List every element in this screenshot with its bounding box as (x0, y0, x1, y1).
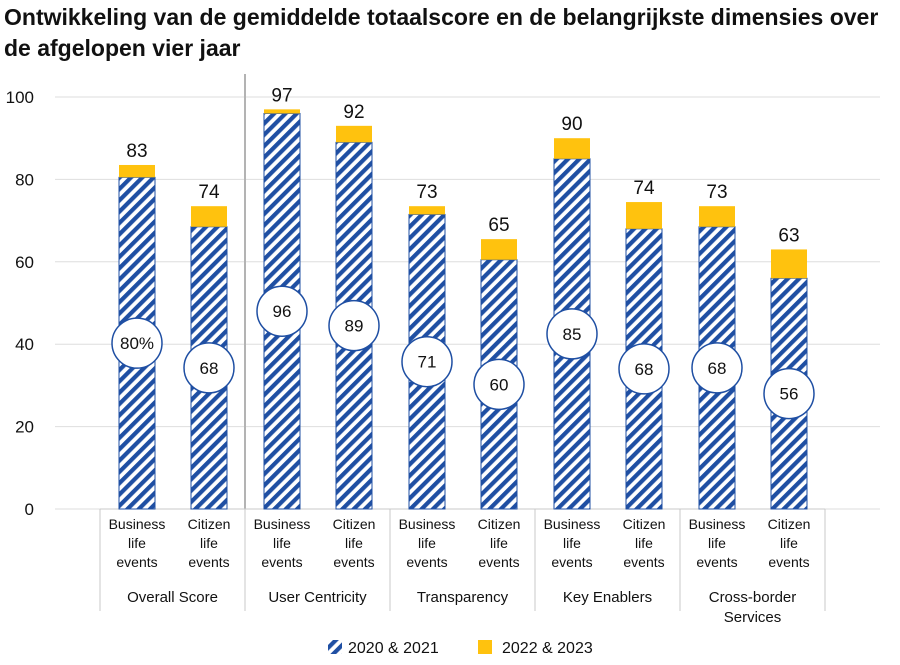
x-category-label: life (780, 535, 798, 551)
x-category-label: Business (109, 516, 166, 532)
base-value-badge (691, 342, 743, 394)
base-value-label: 85 (563, 325, 582, 344)
x-category-label: life (200, 535, 218, 551)
bar-2022-2023 (409, 206, 445, 215)
y-tick-label: 80 (15, 170, 34, 189)
y-tick-label: 20 (15, 418, 34, 437)
x-category-label: Citizen (188, 516, 231, 532)
x-group-label: Services (724, 609, 782, 626)
bar-2022-2023 (771, 249, 807, 279)
total-value-label: 74 (198, 182, 220, 203)
total-value-label: 92 (343, 102, 364, 123)
total-value-label: 63 (778, 225, 799, 246)
base-value-label: 68 (635, 360, 654, 379)
x-category-label: Citizen (478, 516, 521, 532)
legend-label-2022-2023: 2022 & 2023 (502, 640, 593, 657)
bar-2022-2023 (554, 138, 590, 159)
base-value-badge (546, 308, 598, 360)
x-category-label: events (406, 554, 447, 570)
base-value-badge (473, 358, 525, 411)
total-value-label: 73 (416, 182, 437, 203)
total-value-label: 83 (126, 141, 147, 162)
total-value-label: 73 (706, 182, 727, 203)
x-group-label: User Centricity (268, 589, 367, 606)
x-category-label: life (345, 535, 363, 551)
x-category-label: life (490, 535, 508, 551)
base-value-badge (328, 299, 380, 352)
legend-swatch-2022-2023 (478, 640, 492, 654)
bar-2022-2023 (481, 239, 517, 260)
base-value-label: 89 (345, 317, 364, 336)
total-value-label: 65 (488, 215, 509, 236)
base-value-label: 60 (490, 375, 509, 394)
x-category-label: events (768, 554, 809, 570)
total-value-label: 74 (633, 178, 655, 199)
x-category-label: events (261, 554, 302, 570)
x-category-label: Business (689, 516, 746, 532)
base-value-label: 96 (273, 302, 292, 321)
bar-2022-2023 (626, 202, 662, 229)
chart-title: Ontwikkeling van de gemiddelde totaalsco… (4, 4, 879, 61)
x-group-label: Overall Score (127, 589, 218, 606)
x-category-label: life (635, 535, 653, 551)
bar-2022-2023 (191, 206, 227, 227)
x-category-label: Citizen (333, 516, 376, 532)
y-tick-label: 0 (25, 500, 34, 519)
base-value-badge (183, 342, 235, 394)
x-category-label: Business (544, 516, 601, 532)
x-category-label: Citizen (623, 516, 666, 532)
x-category-label: life (708, 535, 726, 551)
base-value-badge (763, 367, 815, 420)
bar-2022-2023 (264, 109, 300, 114)
x-category-label: events (116, 554, 157, 570)
x-category-label: events (478, 554, 519, 570)
base-value-badge (256, 285, 308, 337)
x-category-label: life (128, 535, 146, 551)
total-value-label: 90 (561, 114, 582, 135)
base-value-badge (618, 343, 670, 395)
base-value-badge (111, 317, 163, 369)
x-category-label: life (418, 535, 436, 551)
x-category-label: events (188, 554, 229, 570)
legend-label-2020-2021: 2020 & 2021 (348, 640, 439, 657)
base-value-badge (401, 335, 453, 388)
y-tick-label: 100 (6, 88, 34, 107)
base-value-label: 68 (708, 359, 727, 378)
x-category-label: events (696, 554, 737, 570)
base-value-label: 56 (780, 385, 799, 404)
y-tick-label: 60 (15, 253, 34, 272)
x-category-label: Citizen (768, 516, 811, 532)
x-group-label: Key Enablers (563, 589, 652, 606)
y-tick-label: 40 (15, 335, 34, 354)
legend-swatch-2020-2021 (328, 640, 342, 654)
x-category-label: Business (254, 516, 311, 532)
base-value-label: 80% (120, 334, 154, 353)
bar-2022-2023 (119, 164, 155, 178)
total-value-label: 97 (271, 85, 292, 106)
x-category-label: life (273, 535, 291, 551)
x-category-label: events (333, 554, 374, 570)
x-category-label: life (563, 535, 581, 551)
bar-2022-2023 (699, 206, 735, 227)
x-category-label: events (623, 554, 664, 570)
x-group-label: Cross-border (709, 589, 797, 606)
x-category-label: events (551, 554, 592, 570)
x-category-label: Business (399, 516, 456, 532)
bar-2022-2023 (336, 125, 372, 143)
x-group-label: Transparency (417, 589, 509, 606)
base-value-label: 68 (200, 359, 219, 378)
base-value-label: 71 (418, 353, 437, 372)
